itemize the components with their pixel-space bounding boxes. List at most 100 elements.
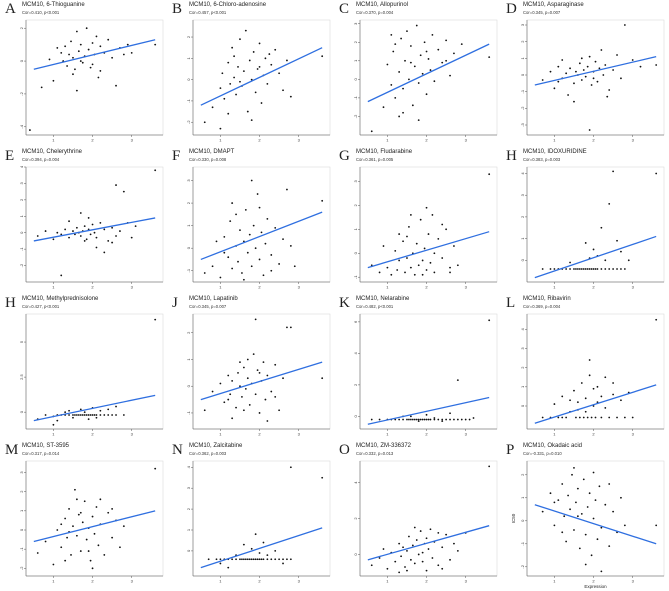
x-tick-label: 2 bbox=[258, 138, 261, 143]
data-point bbox=[91, 414, 94, 416]
data-point bbox=[584, 268, 587, 270]
data-point bbox=[270, 390, 273, 393]
chart-panel: 1 2 3 -3 -2 -1 0 1 2 3 D MCM10, Asparaginase Cor=0.3… bbox=[501, 0, 668, 147]
data-point bbox=[423, 247, 426, 250]
data-point bbox=[270, 254, 273, 256]
data-point bbox=[427, 58, 430, 60]
data-point bbox=[286, 558, 288, 561]
y-tick-label: 0 bbox=[353, 553, 358, 556]
data-point bbox=[237, 65, 239, 68]
data-point bbox=[77, 50, 80, 53]
panel-letter: J bbox=[172, 295, 178, 311]
data-point bbox=[623, 24, 626, 26]
data-point bbox=[413, 65, 416, 68]
data-point bbox=[445, 39, 448, 42]
data-point bbox=[580, 382, 583, 384]
data-point bbox=[417, 418, 420, 421]
data-point bbox=[227, 61, 230, 64]
data-point bbox=[584, 397, 587, 400]
data-point bbox=[231, 379, 234, 382]
data-point bbox=[289, 326, 292, 329]
data-point bbox=[406, 418, 408, 421]
data-point bbox=[449, 271, 451, 274]
regression-line bbox=[200, 47, 323, 106]
data-point bbox=[99, 498, 102, 501]
x-tick-label: 1 bbox=[219, 579, 222, 584]
data-point bbox=[91, 567, 94, 570]
data-point bbox=[413, 418, 416, 421]
data-point bbox=[604, 376, 607, 379]
y-tick-label: 2 bbox=[520, 215, 525, 218]
data-point bbox=[95, 35, 98, 38]
data-point bbox=[85, 27, 88, 30]
data-point bbox=[81, 414, 84, 416]
chart-panel: 1 2 3 0 1 2 3 4 N MCM10, Zalcitabine Cor=0.362, p=… bbox=[167, 441, 334, 588]
y-tick-label: 3 bbox=[520, 23, 525, 26]
data-point bbox=[453, 245, 455, 247]
data-point bbox=[81, 61, 84, 64]
data-point bbox=[274, 226, 277, 229]
data-point bbox=[370, 130, 373, 133]
y-tick-label: -4 bbox=[19, 124, 24, 128]
panel-letter: D bbox=[506, 1, 517, 17]
data-point bbox=[553, 87, 556, 90]
data-point bbox=[608, 483, 611, 485]
data-point bbox=[586, 416, 589, 419]
data-point bbox=[616, 54, 618, 56]
data-point bbox=[248, 59, 251, 62]
data-point bbox=[590, 554, 593, 557]
x-tick-label: 3 bbox=[131, 432, 134, 437]
data-point bbox=[596, 385, 599, 388]
data-point bbox=[561, 395, 564, 398]
scatter-plot: 1 2 3 -1 0 1 2 bbox=[186, 313, 331, 437]
data-point bbox=[557, 499, 560, 501]
data-point bbox=[402, 240, 404, 243]
data-point bbox=[415, 24, 418, 27]
x-tick-label: 1 bbox=[386, 138, 389, 143]
data-point bbox=[396, 269, 399, 271]
data-point bbox=[244, 387, 247, 390]
data-point bbox=[623, 268, 626, 270]
data-point bbox=[87, 550, 90, 552]
data-point bbox=[437, 48, 440, 51]
data-point bbox=[557, 80, 560, 83]
data-point bbox=[627, 259, 630, 262]
data-point bbox=[282, 558, 284, 561]
data-point bbox=[250, 547, 253, 550]
data-point bbox=[415, 418, 418, 421]
panel-stats: Cor=0.427, p<0.001 bbox=[22, 304, 60, 309]
data-point bbox=[417, 553, 420, 556]
data-point bbox=[582, 268, 585, 270]
data-point bbox=[608, 268, 611, 270]
x-tick-label: 3 bbox=[465, 285, 468, 290]
data-point bbox=[382, 548, 385, 550]
y-tick-label: 1 bbox=[520, 237, 525, 240]
y-tick-label: 2 bbox=[186, 35, 191, 38]
data-point bbox=[246, 110, 249, 113]
data-point bbox=[231, 46, 234, 49]
data-point bbox=[262, 541, 265, 544]
data-point bbox=[68, 220, 70, 223]
data-point bbox=[406, 569, 408, 572]
data-point bbox=[274, 396, 277, 398]
plot-frame bbox=[25, 19, 164, 136]
data-point bbox=[321, 377, 324, 380]
data-point bbox=[93, 532, 96, 535]
data-point bbox=[639, 65, 642, 68]
x-tick-label: 1 bbox=[553, 432, 556, 437]
data-point bbox=[56, 231, 59, 234]
x-tick-label: 2 bbox=[91, 138, 94, 143]
data-point bbox=[207, 558, 210, 561]
data-point bbox=[553, 403, 556, 405]
data-point bbox=[392, 50, 395, 53]
data-point bbox=[409, 214, 412, 216]
data-point bbox=[588, 374, 591, 377]
y-tick-label: 0 bbox=[353, 415, 358, 418]
data-point bbox=[85, 538, 88, 541]
panel-stats: Cor=0.410, p<0.001 bbox=[22, 10, 60, 15]
data-point bbox=[421, 418, 424, 421]
data-point bbox=[321, 55, 324, 58]
y-tick-label: 0 bbox=[186, 246, 191, 249]
data-point bbox=[378, 271, 381, 274]
regression-line bbox=[33, 394, 156, 422]
